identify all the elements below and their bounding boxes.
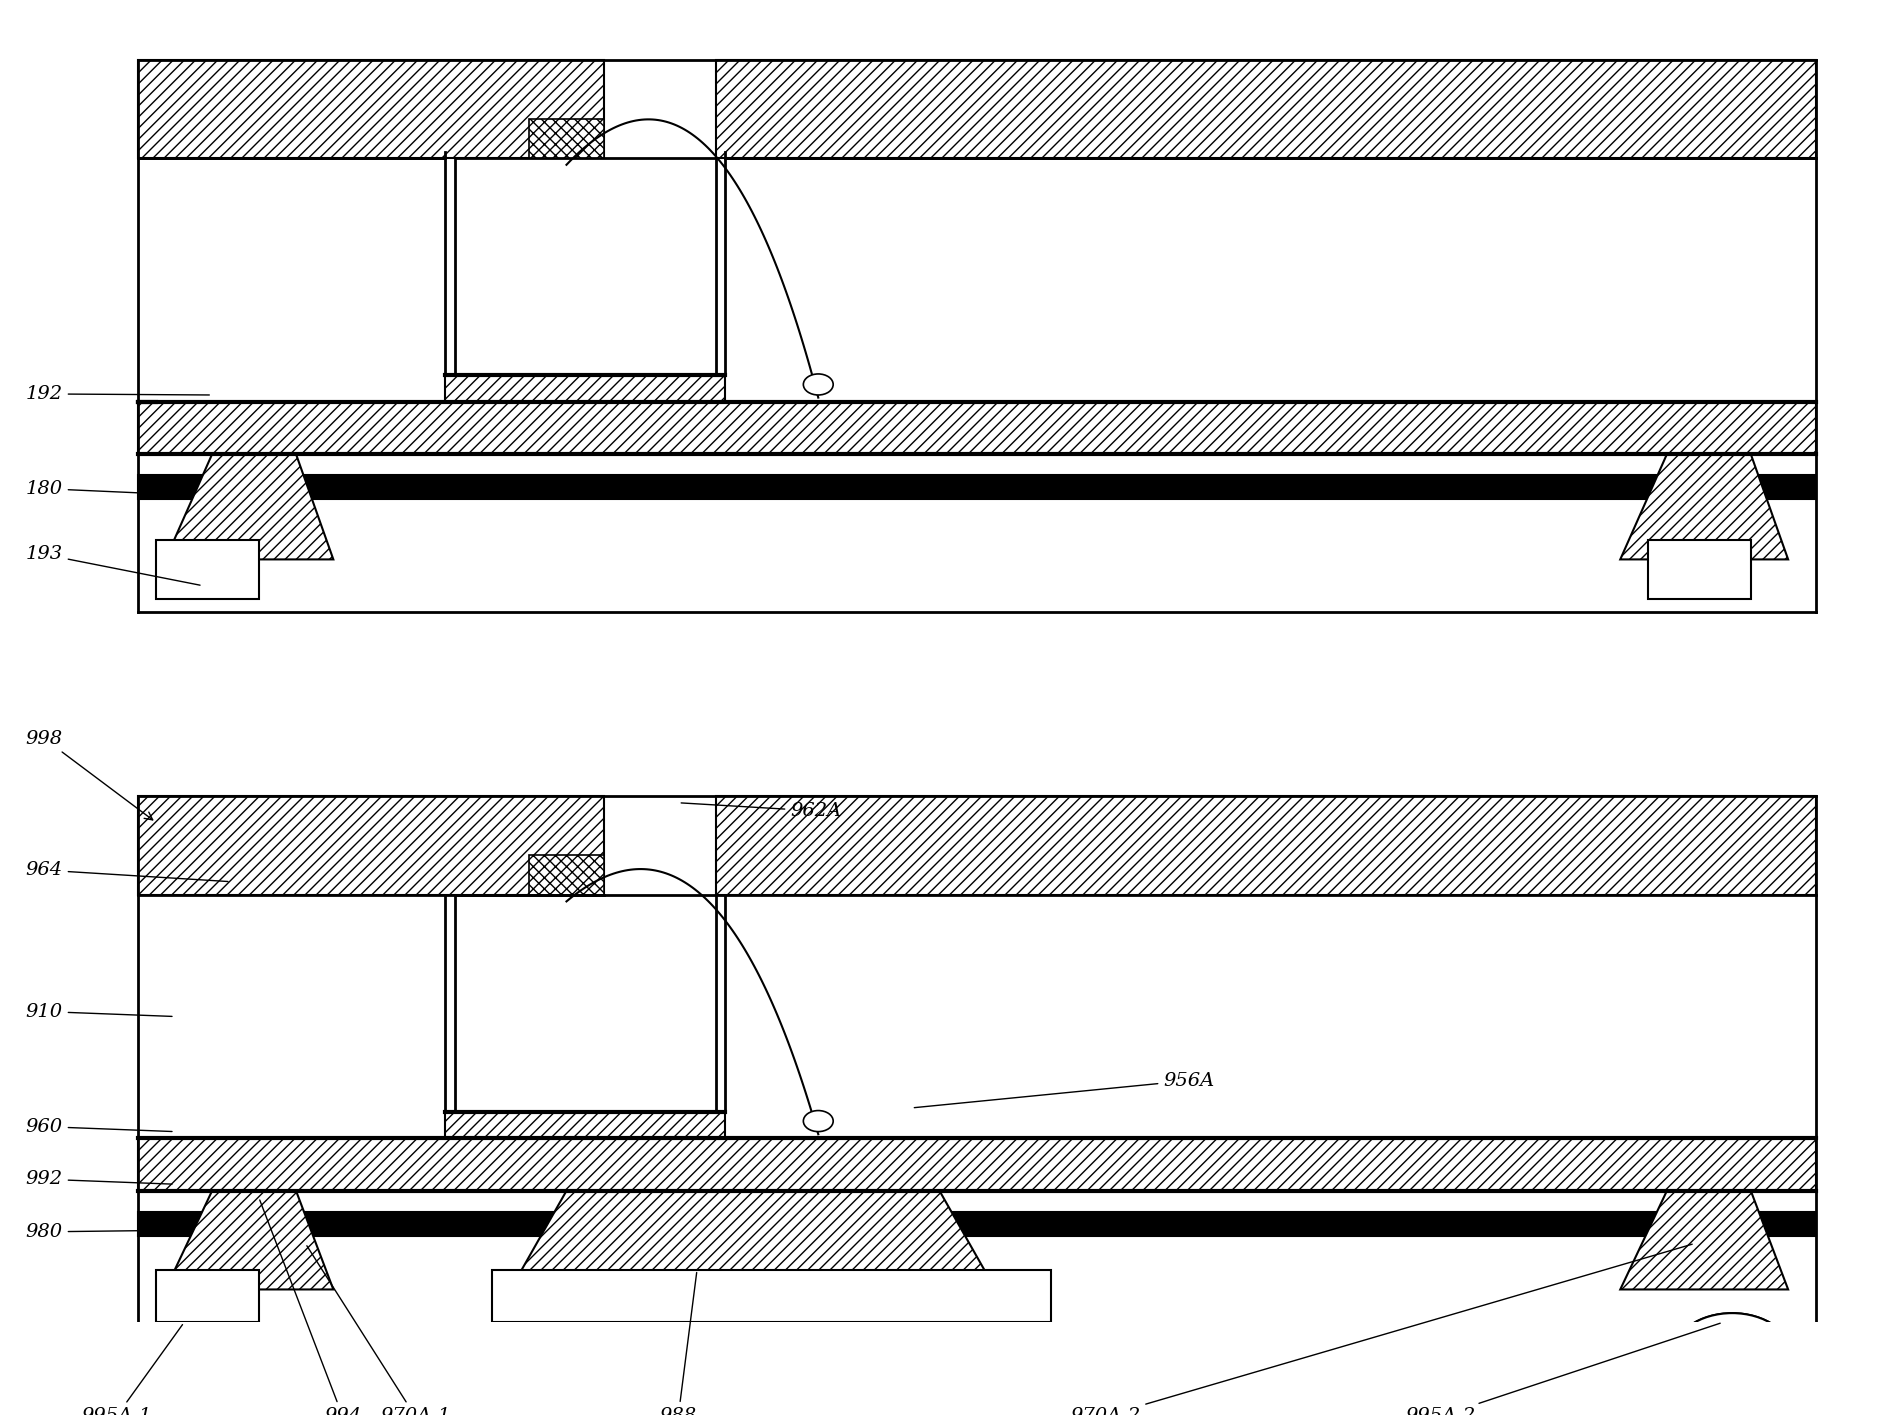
Bar [716,797,1817,894]
Bar [716,59,1817,158]
Text: 956A: 956A [915,1071,1214,1108]
Bar [137,59,603,158]
Bar [137,402,1817,454]
Bar [137,1211,1817,1235]
Bar [530,856,603,901]
Polygon shape [1620,1191,1789,1289]
Bar [156,539,259,599]
Bar [725,158,1817,402]
Bar [455,158,716,375]
Text: 193: 193 [26,545,199,586]
Circle shape [1672,1313,1793,1398]
Text: 995A-2: 995A-2 [1405,1323,1719,1415]
Bar [530,119,603,164]
Text: 988: 988 [660,1272,697,1415]
Bar [1648,539,1751,599]
Bar [137,894,445,1138]
Polygon shape [445,1112,725,1138]
Bar [492,1269,1052,1323]
Text: 980: 980 [26,1223,173,1241]
Text: 970A-2: 970A-2 [1069,1244,1693,1415]
Text: 992: 992 [26,1170,173,1189]
Circle shape [804,1111,832,1132]
Circle shape [804,374,832,395]
Text: 998: 998 [26,730,152,819]
Text: 964: 964 [26,862,227,882]
Text: 970A-1: 970A-1 [306,1245,451,1415]
Bar [156,1269,259,1323]
Bar [137,1138,1817,1191]
Polygon shape [165,454,333,559]
Text: 962A: 962A [682,802,842,819]
Bar [455,894,716,1112]
Bar [725,894,1817,1138]
Polygon shape [165,1191,333,1289]
Bar [137,158,445,402]
Text: 180: 180 [26,480,154,498]
Text: 995A-1: 995A-1 [81,1324,182,1415]
Text: 994: 994 [259,1200,361,1415]
Text: 960: 960 [26,1118,173,1136]
Text: 910: 910 [26,1002,173,1020]
Circle shape [1672,1313,1793,1398]
Bar [137,475,1817,499]
Polygon shape [445,375,725,402]
Polygon shape [1620,454,1789,559]
Bar [137,797,603,894]
Text: 192: 192 [26,385,209,403]
Polygon shape [511,1191,996,1289]
